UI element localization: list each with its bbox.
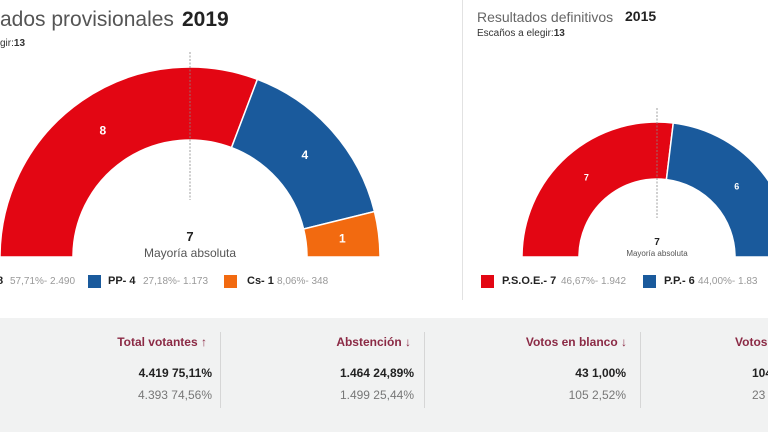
left-seat-arc-2 bbox=[302, 210, 381, 258]
right-seat-arc-1 bbox=[665, 122, 768, 258]
legend-pp-name: PP- 4 bbox=[108, 275, 136, 287]
right-seat-arc-0 bbox=[521, 121, 675, 258]
right-seat-label-0: 7 bbox=[584, 172, 589, 182]
right-majority-value: 7 bbox=[654, 237, 660, 248]
right-title: Resultados definitivos bbox=[477, 9, 614, 25]
legend-psoe-2015-swatch bbox=[481, 275, 494, 288]
stat-total-voters-current: 4.419 75,11% bbox=[138, 366, 212, 380]
left-seat-arc-0 bbox=[0, 66, 259, 258]
stat-abstention-current: 1.464 24,89% bbox=[339, 366, 414, 380]
stat-total-voters-previous: 4.393 74,56% bbox=[137, 388, 212, 402]
left-seat-label-1: 4 bbox=[302, 148, 309, 162]
right-seats-to-elect: Escaños a elegir:13 bbox=[477, 28, 565, 39]
stat-divider bbox=[220, 332, 221, 408]
left-seats-to-elect: gir:13 bbox=[0, 38, 26, 49]
legend-pp-2015-name: P.P.- 6 bbox=[664, 275, 695, 287]
panel-divider bbox=[462, 0, 463, 300]
stat-abstention-previous: 1.499 25,44% bbox=[339, 388, 414, 402]
left-majority-value: 7 bbox=[186, 229, 194, 244]
stat-null-votes-current: 104 bbox=[752, 366, 768, 380]
right-seat-label-1: 6 bbox=[734, 181, 739, 191]
arrow-down-icon: ↓ bbox=[405, 335, 411, 349]
legend-psoe-stats: 57,71%- 2.490 bbox=[10, 276, 76, 287]
stat-divider bbox=[640, 332, 641, 408]
hemicycle-charts: 8 4 1 7 6 bbox=[0, 52, 768, 258]
arrow-down-icon: ↓ bbox=[621, 335, 627, 349]
legend-cs-stats: 8,06%- 348 bbox=[277, 276, 329, 287]
legend-psoe-name: 8 bbox=[0, 275, 4, 287]
stat-blank-votes-header: Votos en blanco ↓ bbox=[525, 335, 627, 349]
left-year: 2019 bbox=[182, 8, 229, 31]
stat-null-votes-header: Votos bbox=[735, 335, 768, 349]
stat-blank-votes-current: 43 1,00% bbox=[575, 366, 626, 380]
legend-cs-name: Cs- 1 bbox=[247, 275, 274, 287]
legend-pp-2015-swatch bbox=[643, 275, 656, 288]
legend-psoe-2015-stats: 46,67%- 1.942 bbox=[561, 276, 627, 287]
legend-pp-swatch bbox=[88, 275, 101, 288]
left-majority-label: Mayoría absoluta bbox=[143, 246, 237, 260]
left-seat-label-2: 1 bbox=[339, 231, 346, 245]
right-year: 2015 bbox=[625, 8, 657, 24]
stat-abstention-header: Abstención ↓ bbox=[336, 335, 411, 349]
right-majority-label: Mayoría absoluta bbox=[626, 249, 688, 258]
left-seat-label-0: 8 bbox=[99, 124, 106, 138]
stat-total-voters-header: Total votantes ↑ bbox=[117, 335, 207, 349]
stat-blank-votes-previous: 105 2,52% bbox=[568, 388, 626, 402]
arrow-up-icon: ↑ bbox=[201, 335, 207, 349]
legend-cs-swatch bbox=[224, 275, 237, 288]
legend-pp-stats: 27,18%- 1.173 bbox=[143, 276, 209, 287]
stat-divider bbox=[424, 332, 425, 408]
left-title: ados provisionales bbox=[0, 8, 174, 31]
stat-null-votes-previous: 23 bbox=[752, 388, 766, 402]
legend-psoe-2015-name: P.S.O.E.- 7 bbox=[502, 275, 557, 287]
turnout-stats: Total votantes ↑ 4.419 75,11% 4.393 74,5… bbox=[0, 318, 768, 432]
legend-pp-2015-stats: 44,00%- 1.83 bbox=[698, 276, 758, 287]
